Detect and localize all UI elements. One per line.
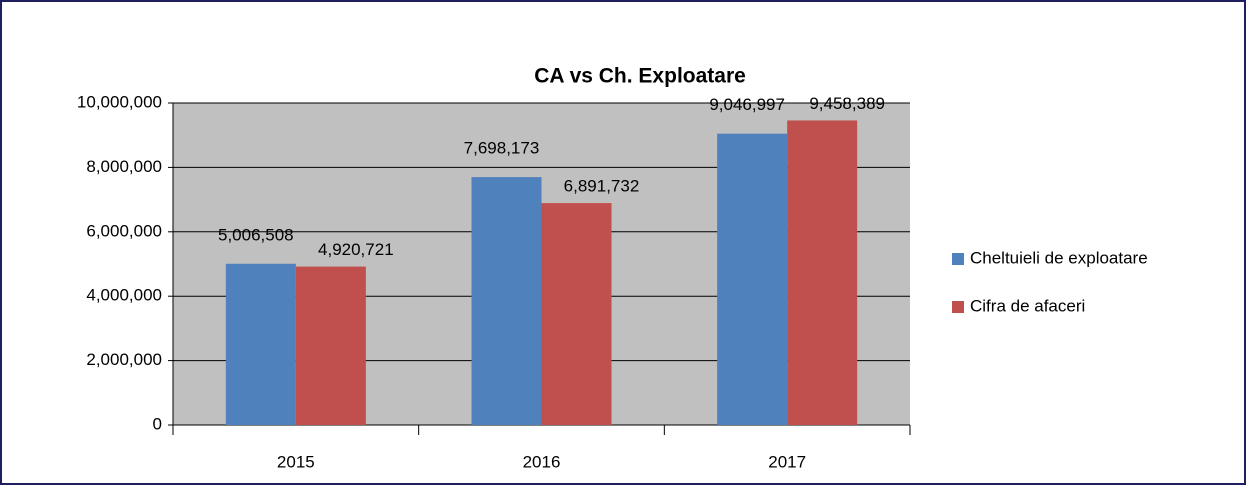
legend-label: Cifra de afaceri xyxy=(970,296,1085,315)
y-tick-label: 6,000,000 xyxy=(86,221,162,240)
data-label: 9,046,997 xyxy=(709,95,785,114)
y-tick-label: 8,000,000 xyxy=(86,157,162,176)
data-label: 4,920,721 xyxy=(318,240,394,259)
y-tick-label: 10,000,000 xyxy=(77,92,162,111)
bar xyxy=(471,177,542,425)
data-label: 7,698,173 xyxy=(464,139,540,158)
legend-swatch xyxy=(952,253,964,265)
bar xyxy=(541,203,612,425)
legend-label: Cheltuieli de exploatare xyxy=(970,248,1148,267)
data-label: 9,458,389 xyxy=(809,94,885,113)
chart-title: CA vs Ch. Exploatare xyxy=(534,65,746,88)
bar xyxy=(787,120,858,425)
bar xyxy=(295,266,366,425)
x-tick-label: 2015 xyxy=(277,452,315,471)
x-tick-label: 2016 xyxy=(523,452,561,471)
data-label: 5,006,508 xyxy=(218,225,294,244)
bar xyxy=(717,133,788,425)
y-tick-label: 0 xyxy=(153,414,162,433)
bar xyxy=(225,263,296,425)
legend-swatch xyxy=(952,301,964,313)
data-label: 6,891,732 xyxy=(564,177,640,196)
y-tick-label: 4,000,000 xyxy=(86,286,162,305)
y-tick-label: 2,000,000 xyxy=(86,350,162,369)
x-tick-label: 2017 xyxy=(768,452,806,471)
